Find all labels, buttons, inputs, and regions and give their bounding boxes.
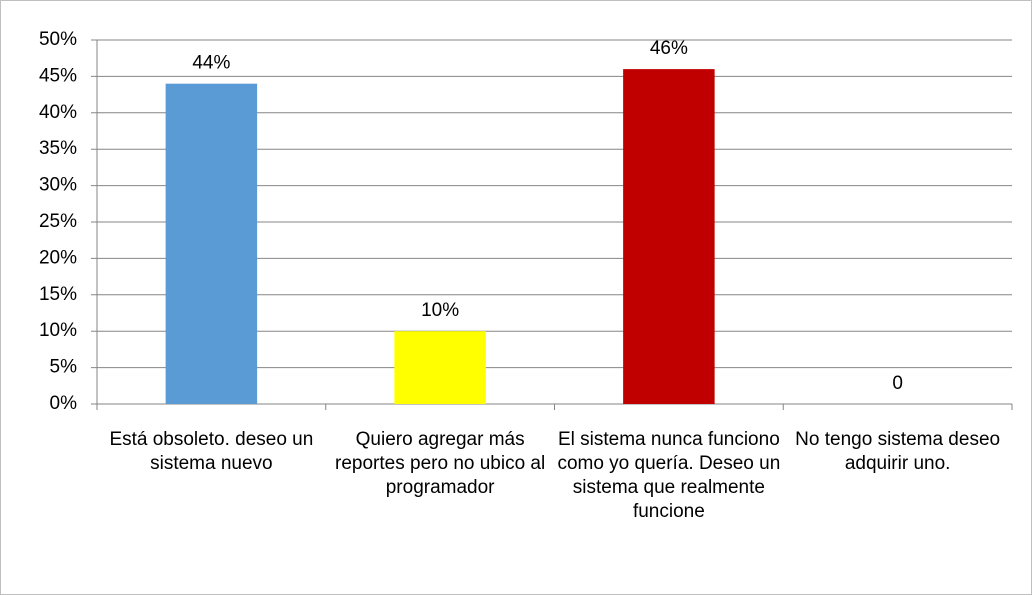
y-tick-label: 35% [39,138,77,159]
y-tick-label: 5% [50,357,78,378]
x-tick-label: No tengo sistema deseo adquirir uno. [795,429,1001,474]
y-tick-label: 25% [39,211,77,232]
y-tick-label: 20% [39,247,77,268]
data-label: 0 [892,373,903,394]
y-tick-label: 15% [39,284,77,305]
bar [623,69,715,405]
y-tick-label: 50% [39,29,77,50]
x-tick-label: Quiero agregar más reportes pero no ubic… [335,429,546,498]
data-label: 10% [421,300,459,321]
y-tick-label: 40% [39,102,77,123]
y-tick-label: 45% [39,65,77,86]
data-label: 44% [192,53,230,74]
bar [165,83,258,405]
bar [394,331,486,404]
y-tick-label: 30% [39,175,77,196]
x-tick-label: El sistema nunca funciono como yo quería… [557,429,781,522]
x-tick-label: Está obsoleto. deseo un sistema nuevo [109,429,314,474]
y-tick-label: 0% [50,393,78,414]
data-label: 46% [650,38,688,59]
y-tick-label: 10% [39,320,77,341]
